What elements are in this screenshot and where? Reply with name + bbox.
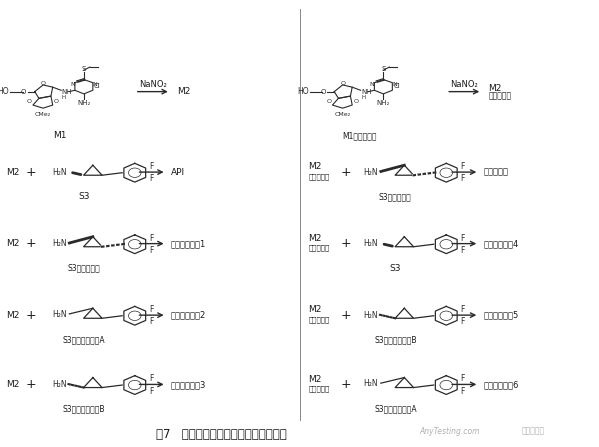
Text: 非对映异构体3: 非对映异构体3 <box>171 380 206 389</box>
Text: O: O <box>54 99 59 104</box>
Text: O: O <box>340 81 345 86</box>
Text: O: O <box>27 99 32 104</box>
Text: H₂N: H₂N <box>364 380 379 388</box>
Text: +: + <box>26 237 37 250</box>
Text: 图7   终产品的立体异构体产生的示意图: 图7 终产品的立体异构体产生的示意图 <box>156 428 287 441</box>
Text: O: O <box>326 99 331 104</box>
Text: HO: HO <box>0 87 9 96</box>
Text: AnyTesting.com: AnyTesting.com <box>419 427 480 436</box>
Text: 非对映异构体5: 非对映异构体5 <box>483 311 519 320</box>
Text: H₂N: H₂N <box>364 168 379 177</box>
Text: S3: S3 <box>78 192 90 201</box>
Text: 对映异构体: 对映异构体 <box>308 386 329 392</box>
Text: H₂N: H₂N <box>364 311 379 320</box>
Text: F: F <box>461 246 465 255</box>
Text: M2: M2 <box>177 87 190 96</box>
Text: F: F <box>149 162 153 171</box>
Text: F: F <box>149 387 153 396</box>
Text: +: + <box>341 378 352 391</box>
Text: M1对映异构体: M1对映异构体 <box>342 131 377 140</box>
Text: H₂N: H₂N <box>52 380 67 389</box>
Text: S3对映异构体: S3对映异构体 <box>68 264 100 273</box>
Text: F: F <box>461 234 465 243</box>
Text: F: F <box>461 162 465 171</box>
Text: H₂N: H₂N <box>52 239 67 248</box>
Text: 非对映异构体1: 非对映异构体1 <box>171 239 206 248</box>
Text: +: + <box>26 165 37 179</box>
Text: +: + <box>26 378 37 391</box>
Text: +: + <box>341 308 352 322</box>
Text: NaNO₂: NaNO₂ <box>139 80 167 89</box>
Text: F: F <box>149 305 153 314</box>
Text: S: S <box>381 66 386 72</box>
Text: N: N <box>370 82 374 88</box>
Text: 对映异构体: 对映异构体 <box>483 168 509 177</box>
Text: F: F <box>461 305 465 314</box>
Text: N: N <box>70 82 75 88</box>
Text: M1: M1 <box>53 131 66 140</box>
Text: NH: NH <box>361 89 372 95</box>
Text: M2: M2 <box>6 239 19 248</box>
Text: S3对映异构体: S3对映异构体 <box>379 192 412 201</box>
Text: F: F <box>149 375 153 384</box>
Text: 非对映异构体6: 非对映异构体6 <box>483 380 519 389</box>
Text: F: F <box>149 317 153 326</box>
Text: +: + <box>341 165 352 179</box>
Text: 对映异构体: 对映异构体 <box>308 173 329 180</box>
Text: Cl: Cl <box>94 83 101 89</box>
Text: H: H <box>361 95 365 100</box>
Text: M2: M2 <box>308 234 322 243</box>
Text: S: S <box>81 66 86 72</box>
Text: NaNO₂: NaNO₂ <box>450 80 478 89</box>
Text: +: + <box>26 308 37 322</box>
Text: S3非对映异构体B: S3非对映异构体B <box>374 335 416 344</box>
Text: M2: M2 <box>6 168 19 177</box>
Text: N: N <box>93 82 98 88</box>
Text: F: F <box>461 317 465 326</box>
Text: 对映异构体: 对映异构体 <box>308 245 329 251</box>
Text: S3非对映异构体A: S3非对映异构体A <box>62 335 105 344</box>
Text: Cl: Cl <box>394 83 400 89</box>
Text: S3非对映异构体B: S3非对映异构体B <box>63 405 105 413</box>
Text: M2: M2 <box>308 162 322 171</box>
Text: H₂N: H₂N <box>364 239 379 248</box>
Text: NH₂: NH₂ <box>377 100 390 106</box>
Text: S3非对映异构体A: S3非对映异构体A <box>374 405 417 413</box>
Text: NH₂: NH₂ <box>77 100 90 106</box>
Text: 北京药研汇: 北京药研汇 <box>521 427 544 436</box>
Text: CMe₂: CMe₂ <box>35 112 51 117</box>
Text: M2: M2 <box>308 305 322 314</box>
Text: 对映异构体: 对映异构体 <box>308 316 329 323</box>
Text: O: O <box>320 89 325 95</box>
Text: H₂N: H₂N <box>52 310 67 319</box>
Text: O: O <box>41 81 46 86</box>
Text: M2: M2 <box>488 84 501 93</box>
Text: API: API <box>171 168 185 177</box>
Text: F: F <box>149 174 153 183</box>
Text: H₂N: H₂N <box>52 168 67 177</box>
Text: 对映异构体: 对映异构体 <box>488 91 512 100</box>
Text: CMe₂: CMe₂ <box>335 112 350 117</box>
Text: HO: HO <box>297 87 308 96</box>
Text: F: F <box>149 246 153 255</box>
Text: F: F <box>461 375 465 384</box>
Text: NH: NH <box>62 89 72 95</box>
Text: 非对映异构体4: 非对映异构体4 <box>483 239 519 248</box>
Text: M2: M2 <box>6 311 19 320</box>
Text: H: H <box>62 95 66 100</box>
Text: F: F <box>149 234 153 243</box>
Text: M2: M2 <box>308 375 322 384</box>
Text: O: O <box>353 99 358 104</box>
Text: 非对映异构体2: 非对映异构体2 <box>171 311 206 320</box>
Text: F: F <box>461 387 465 396</box>
Text: N: N <box>392 82 397 88</box>
Text: +: + <box>341 237 352 250</box>
Text: S3: S3 <box>389 264 401 273</box>
Text: F: F <box>461 174 465 183</box>
Text: M2: M2 <box>6 380 19 389</box>
Text: O: O <box>21 89 26 95</box>
